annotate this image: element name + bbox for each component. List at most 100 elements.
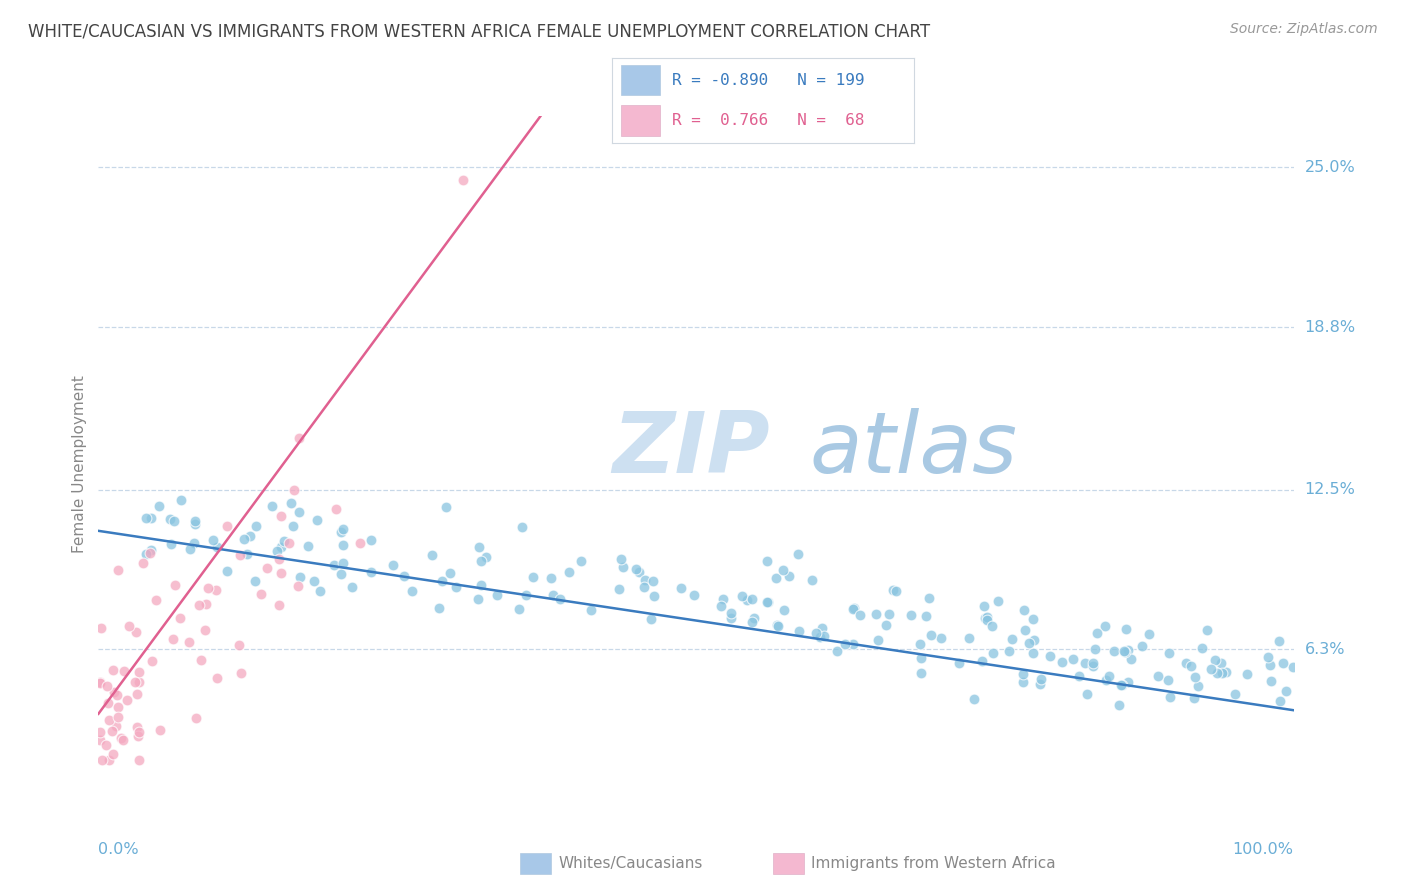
Point [1115, 623, 1137, 637]
Point [973, 611, 995, 625]
Point [1225, 687, 1247, 701]
Point [91, 753, 114, 767]
Point [127, 729, 149, 743]
Bar [620, 105, 659, 136]
Point [1272, 656, 1295, 670]
Point [1024, 633, 1046, 648]
Point [900, 608, 922, 623]
Point [1204, 653, 1226, 667]
Point [135, 511, 157, 525]
Point [1130, 640, 1153, 654]
Point [1157, 673, 1180, 687]
Point [1083, 659, 1105, 673]
Point [720, 611, 742, 625]
Point [89, 732, 111, 747]
Point [183, 536, 205, 550]
Point [976, 613, 998, 627]
Point [849, 607, 872, 622]
Point [169, 611, 191, 625]
Point [1258, 657, 1281, 672]
Point [183, 516, 205, 531]
Point [811, 621, 834, 635]
Point [125, 720, 148, 734]
Point [1102, 644, 1125, 658]
Point [882, 583, 904, 598]
Point [90, 622, 112, 636]
Point [270, 540, 292, 554]
Point [97, 753, 120, 767]
Text: 18.8%: 18.8% [1305, 319, 1355, 334]
Point [1112, 644, 1135, 658]
Point [115, 693, 138, 707]
Point [190, 653, 212, 667]
Point [204, 582, 226, 597]
Point [981, 619, 1004, 633]
Point [100, 723, 122, 738]
Point [787, 547, 810, 561]
Point [105, 719, 128, 733]
Point [875, 618, 897, 632]
Point [135, 547, 157, 561]
Point [710, 599, 733, 614]
Point [1191, 641, 1213, 656]
Point [305, 513, 328, 527]
Point [610, 551, 633, 566]
Point [187, 598, 209, 612]
Point [948, 656, 970, 670]
Point [548, 592, 571, 607]
Point [427, 600, 450, 615]
Point [97, 696, 120, 710]
Point [325, 501, 347, 516]
Point [1018, 636, 1040, 650]
Point [163, 514, 186, 528]
Point [128, 675, 150, 690]
Point [772, 602, 794, 616]
Point [278, 536, 301, 550]
Point [920, 628, 942, 642]
Point [884, 584, 907, 599]
Point [229, 549, 252, 563]
Point [381, 558, 404, 572]
Point [232, 532, 254, 546]
Text: 25.0%: 25.0% [1305, 160, 1355, 175]
Point [515, 588, 537, 602]
Point [179, 542, 201, 557]
Point [141, 654, 163, 668]
Point [184, 711, 207, 725]
Point [270, 509, 292, 524]
Point [270, 566, 292, 581]
Point [731, 589, 754, 603]
Point [1109, 678, 1132, 692]
Point [1014, 623, 1036, 637]
Point [755, 595, 778, 609]
Point [444, 580, 467, 594]
Point [194, 624, 217, 638]
Point [401, 584, 423, 599]
Point [1260, 673, 1282, 688]
Point [1011, 666, 1033, 681]
Point [1182, 690, 1205, 705]
Point [643, 589, 665, 603]
Point [1268, 694, 1291, 708]
Point [107, 563, 129, 577]
Point [908, 637, 931, 651]
Point [1215, 665, 1237, 679]
Point [243, 574, 266, 588]
Point [329, 567, 352, 582]
Point [470, 554, 492, 568]
Point [633, 573, 655, 587]
Point [765, 571, 787, 585]
Point [766, 618, 789, 632]
Point [101, 747, 124, 761]
Point [981, 646, 1004, 660]
Point [1137, 627, 1160, 641]
Point [287, 431, 309, 445]
Point [581, 602, 603, 616]
Point [266, 543, 288, 558]
Point [970, 654, 993, 668]
Point [808, 630, 831, 644]
Point [231, 666, 253, 681]
Text: Whites/Caucasians: Whites/Caucasians [558, 856, 703, 871]
Point [612, 560, 634, 574]
Point [329, 525, 352, 540]
